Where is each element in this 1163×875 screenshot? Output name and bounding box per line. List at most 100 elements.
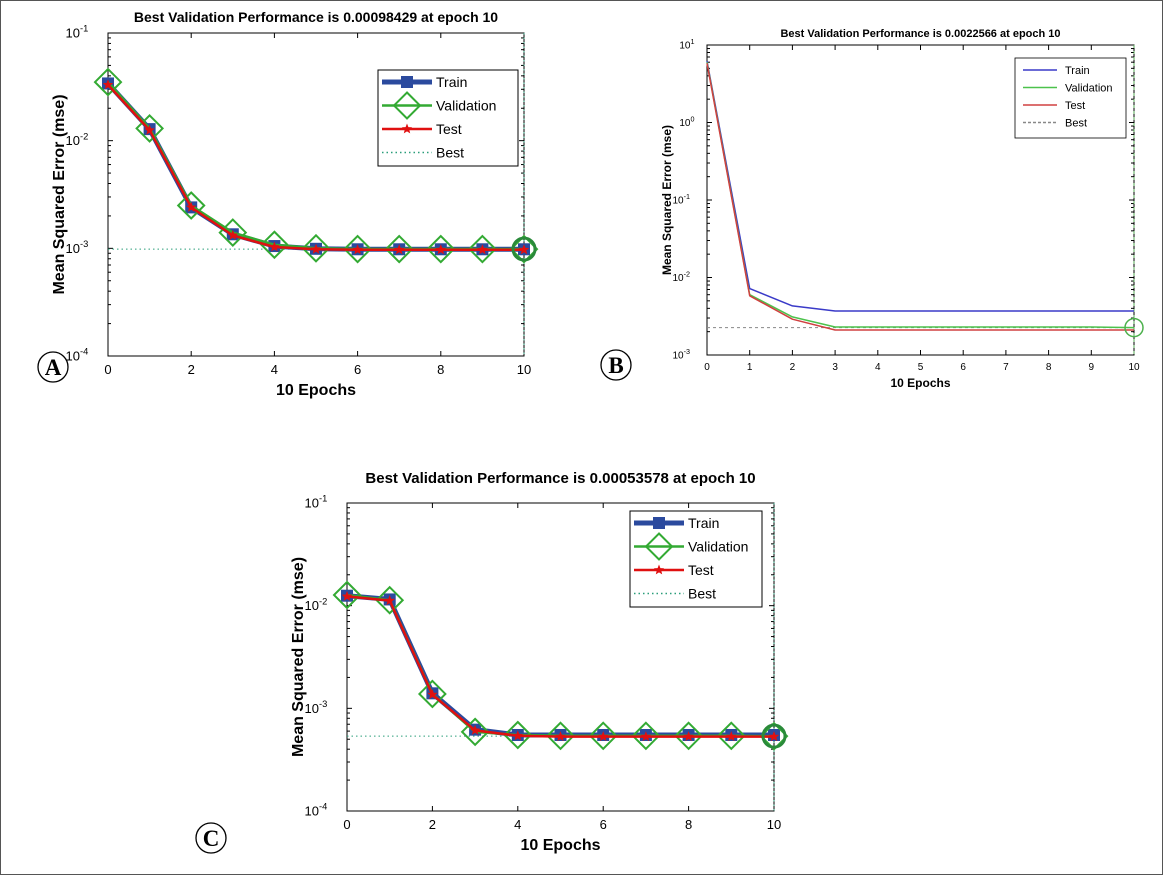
data-point-test [427, 689, 438, 700]
data-point-validation [460, 717, 490, 747]
x-tick-label: 4 [271, 362, 278, 377]
x-tick-label: 6 [960, 362, 966, 373]
data-point-validation [375, 585, 405, 615]
y-tick-label: 10-4 [305, 802, 328, 819]
x-tick-label: 6 [354, 362, 361, 377]
data-point-test [640, 731, 652, 742]
legend-box [1014, 57, 1127, 139]
y-tick-base: 10 [679, 41, 691, 52]
y-tick-label: 10-1 [305, 494, 328, 511]
x-tick-label: 2 [429, 817, 436, 832]
data-point-validation [588, 721, 618, 751]
data-point-test [598, 731, 609, 742]
y-tick-base: 10 [66, 349, 80, 364]
panel-letter: A [45, 355, 62, 380]
data-point-validation [503, 720, 533, 750]
y-tick-exponent: -1 [684, 192, 690, 201]
legend-label: Train [1065, 65, 1090, 77]
x-axis-label: 10 Epochs [276, 382, 356, 399]
data-point-test [310, 243, 322, 254]
y-tick-base: 10 [305, 804, 319, 819]
panel-letter-badge: B [600, 349, 632, 381]
data-point-validation [674, 721, 704, 751]
legend-label: Test [436, 121, 462, 137]
legend: Train Validation Test Best [377, 69, 519, 167]
x-tick-label: 10 [1128, 362, 1140, 373]
x-tick-label: 2 [790, 362, 796, 373]
y-axis-label: Mean Squared Error (mse) [660, 125, 674, 275]
y-tick-label: 100 [679, 115, 694, 130]
y-tick-exponent: -3 [80, 239, 88, 249]
legend-label: Best [436, 145, 464, 161]
data-point-test [683, 731, 694, 742]
series-line-test [706, 63, 1134, 331]
series-line-test [346, 595, 774, 738]
legend-label: Test [688, 562, 714, 578]
legend-box [629, 510, 763, 608]
legend-label: Best [688, 586, 716, 602]
series-line-validation [346, 593, 775, 738]
y-tick-base: 10 [672, 196, 684, 207]
y-tick-exponent: -4 [319, 802, 327, 812]
series-test [102, 79, 530, 255]
data-point-validation [631, 721, 661, 751]
y-tick-exponent: -1 [319, 494, 327, 504]
y-tick-base: 10 [679, 118, 691, 129]
data-point-test [352, 244, 363, 255]
chart-title: Best Validation Performance is 0.0022566… [780, 28, 1060, 40]
data-point-test [341, 590, 353, 601]
best-marker [511, 236, 537, 262]
x-tick-label: 2 [188, 362, 195, 377]
x-tick-label: 1 [747, 362, 753, 373]
data-point-test [555, 731, 566, 742]
y-axis-label: Mean Squared Error (mse) [290, 557, 307, 757]
x-tick-label: 8 [1046, 362, 1052, 373]
data-point-test [394, 244, 405, 255]
x-tick-label: 0 [704, 362, 710, 373]
best-marker [1124, 317, 1144, 338]
y-tick-base: 10 [66, 241, 80, 256]
y-tick-label: 10-3 [672, 347, 690, 362]
data-point-test [477, 244, 488, 255]
series-validation [706, 62, 1135, 329]
data-point-test [144, 124, 155, 135]
y-tick-label: 10-2 [66, 131, 89, 148]
panel-letter: C [203, 826, 220, 851]
chart-title: Best Validation Performance is 0.0005357… [365, 470, 755, 487]
series-line-train [346, 593, 774, 738]
best-marker [761, 723, 787, 749]
y-tick-label: 10-2 [305, 596, 328, 613]
data-point-test [384, 595, 395, 606]
x-tick-label: 10 [767, 817, 781, 832]
x-tick-label: 8 [437, 362, 444, 377]
legend-marker [653, 564, 665, 575]
data-point-test [512, 730, 523, 741]
data-point-test [435, 244, 446, 255]
data-point-test [227, 229, 238, 240]
y-tick-exponent: -3 [319, 699, 327, 709]
x-axis-label: 10 Epochs [520, 837, 600, 854]
x-tick-label: 4 [514, 817, 521, 832]
data-point-validation [259, 230, 289, 260]
y-tick-exponent: -3 [684, 347, 690, 356]
data-point-validation [93, 67, 123, 97]
x-tick-label: 0 [104, 362, 111, 377]
legend-label: Test [1065, 100, 1085, 112]
y-tick-exponent: -2 [80, 131, 88, 141]
data-point-validation [467, 234, 497, 264]
legend-marker [392, 91, 422, 120]
legend: Train Validation Test Best [1014, 57, 1127, 139]
data-point-validation [332, 580, 362, 610]
legend-label: Best [1065, 118, 1087, 130]
y-tick-label: 10-2 [672, 270, 690, 285]
data-point-test [768, 731, 780, 742]
series-train [341, 589, 780, 741]
data-point-test [186, 201, 197, 212]
series-line-validation [706, 62, 1135, 329]
series-test [706, 63, 1134, 331]
y-tick-exponent: -1 [80, 24, 88, 34]
data-point-test [269, 241, 280, 252]
panel-letter-circle [600, 349, 632, 381]
